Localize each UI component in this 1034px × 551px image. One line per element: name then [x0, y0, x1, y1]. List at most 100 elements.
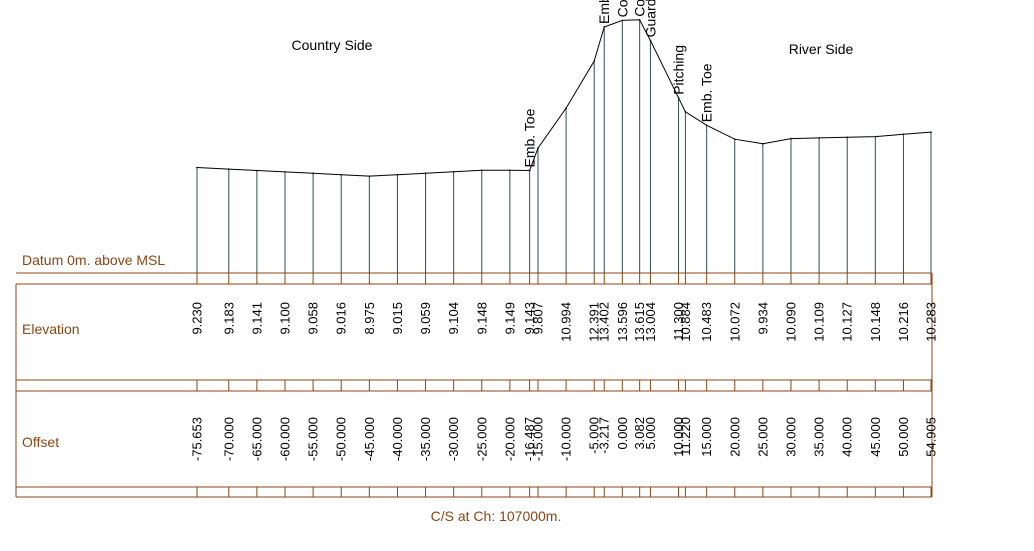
elevation-value: 10.072: [727, 302, 742, 342]
elevation-value: 10.483: [699, 302, 714, 342]
profile-point: [818, 137, 820, 139]
elevation-value: 9.141: [249, 302, 264, 335]
elevation-value: 9.807: [531, 302, 546, 335]
feature-label: Emb. Toe: [699, 63, 715, 122]
elevation-value: 9.149: [502, 302, 517, 335]
offset-value: -16.487: [522, 417, 537, 461]
profile-point: [284, 171, 286, 173]
elevation-value: 10.994: [559, 302, 574, 342]
offset-value: 0.000: [615, 417, 630, 450]
elevation-value: 10.090: [784, 302, 799, 342]
country-side-label: Country Side: [292, 37, 373, 53]
profile-point: [480, 169, 483, 172]
profile-point: [733, 138, 736, 140]
elevation-value: 9.230: [190, 302, 205, 335]
profile-point: [528, 169, 531, 172]
ground-profile: [196, 18, 932, 177]
profile-point: [565, 107, 567, 109]
elevation-value: 10.216: [896, 302, 911, 342]
offset-value: -15.000: [531, 417, 546, 461]
elevation-value: 13.004: [643, 302, 658, 342]
offset-value: -25.000: [474, 417, 489, 461]
profile-point: [537, 147, 539, 149]
feature-label: Emb. Toe: [522, 108, 538, 167]
offset-value: -40.000: [390, 417, 405, 461]
feature-label: Concrete Road: [614, 0, 630, 17]
profile-point: [649, 39, 652, 42]
elevation-value: 9.058: [306, 302, 321, 335]
elevation-values: 9.230 9.183 9.141 9.100 9.058 9.016 8.975 9.015…: [190, 302, 939, 342]
elevation-value: 9.100: [278, 302, 293, 335]
offset-value: -35.000: [418, 417, 433, 461]
profile-point: [396, 173, 399, 176]
elevation-value: 9.059: [418, 302, 433, 335]
offset-value: -55.000: [306, 417, 321, 461]
profile-point: [603, 26, 606, 28]
offset-value: 54.905: [924, 417, 939, 457]
elevation-value: 10.127: [840, 302, 855, 342]
offset-value: 11.220: [678, 417, 693, 456]
profile-point: [684, 111, 687, 113]
profile-point: [874, 135, 877, 138]
offset-value: 35.000: [812, 417, 827, 457]
profile-point: [509, 169, 511, 172]
datum-label: Datum 0m. above MSL: [22, 252, 165, 268]
profile-point: [256, 169, 258, 172]
offset-row-label: Offset: [22, 434, 59, 450]
offset-value: 30.000: [784, 417, 799, 457]
profile-point: [196, 166, 198, 169]
elevation-value: 8.975: [362, 302, 377, 335]
offset-value: -5.000: [587, 417, 602, 454]
elevation-row-label: Elevation: [22, 321, 80, 337]
profile-point: [705, 124, 708, 127]
elevation-value: 9.934: [755, 302, 770, 335]
feature-label: Guard Wall: [642, 0, 658, 37]
offset-value: -65.000: [249, 417, 264, 461]
offset-value: -60.000: [278, 417, 293, 461]
offset-value: -70.000: [221, 417, 236, 461]
offset-value: 45.000: [868, 417, 883, 457]
feature-label: Pitching: [671, 45, 687, 95]
offset-value: 40.000: [840, 417, 855, 457]
profile-point: [846, 136, 849, 139]
profile-point: [762, 143, 764, 145]
profile-point: [638, 18, 641, 21]
offset-value: 3.082: [632, 417, 647, 450]
elevation-value: 13.615: [632, 302, 647, 342]
elevation-value: 9.016: [334, 302, 349, 335]
elevation-value: 9.143: [522, 302, 537, 335]
data-table-frame: [15, 272, 933, 498]
offset-value: -75.653: [190, 417, 205, 461]
elevation-value: 13.402: [597, 302, 612, 342]
offset-value: 15.000: [699, 417, 714, 457]
offset-value: -3.217: [597, 417, 612, 454]
feature-label: Emb. Top: [596, 0, 612, 24]
profile-point: [452, 170, 455, 173]
elevation-value: 10.884: [678, 302, 693, 342]
elevation-value: 9.104: [446, 302, 461, 335]
profile-point: [424, 172, 427, 175]
elevation-value: 9.183: [221, 302, 236, 335]
station-lines: [196, 19, 932, 273]
elevation-value: 12.391: [587, 302, 602, 342]
river-side-label: River Side: [789, 41, 854, 57]
offset-value: 10.000: [671, 417, 686, 457]
offset-value: -30.000: [446, 417, 461, 461]
profile-point: [930, 131, 932, 133]
offset-value: -50.000: [334, 417, 349, 461]
profile-point: [312, 172, 314, 175]
offset-value: 5.000: [643, 417, 658, 450]
offset-value: -20.000: [502, 417, 517, 461]
elevation-value: 11.300: [671, 302, 686, 341]
profile-point: [790, 137, 792, 140]
offset-values: -75.653 -70.000 -65.000 -60.000 -55.000 -50.0…: [190, 417, 939, 461]
profile-point: [677, 96, 680, 99]
profile-point: [902, 133, 905, 136]
offset-value: 25.000: [755, 417, 770, 457]
feature-label: Concrete Road: [632, 0, 648, 17]
offset-value: -10.000: [559, 417, 574, 461]
elevation-value: 9.148: [474, 302, 489, 335]
profile-point: [621, 19, 624, 22]
elevation-value: 10.283: [924, 302, 939, 342]
